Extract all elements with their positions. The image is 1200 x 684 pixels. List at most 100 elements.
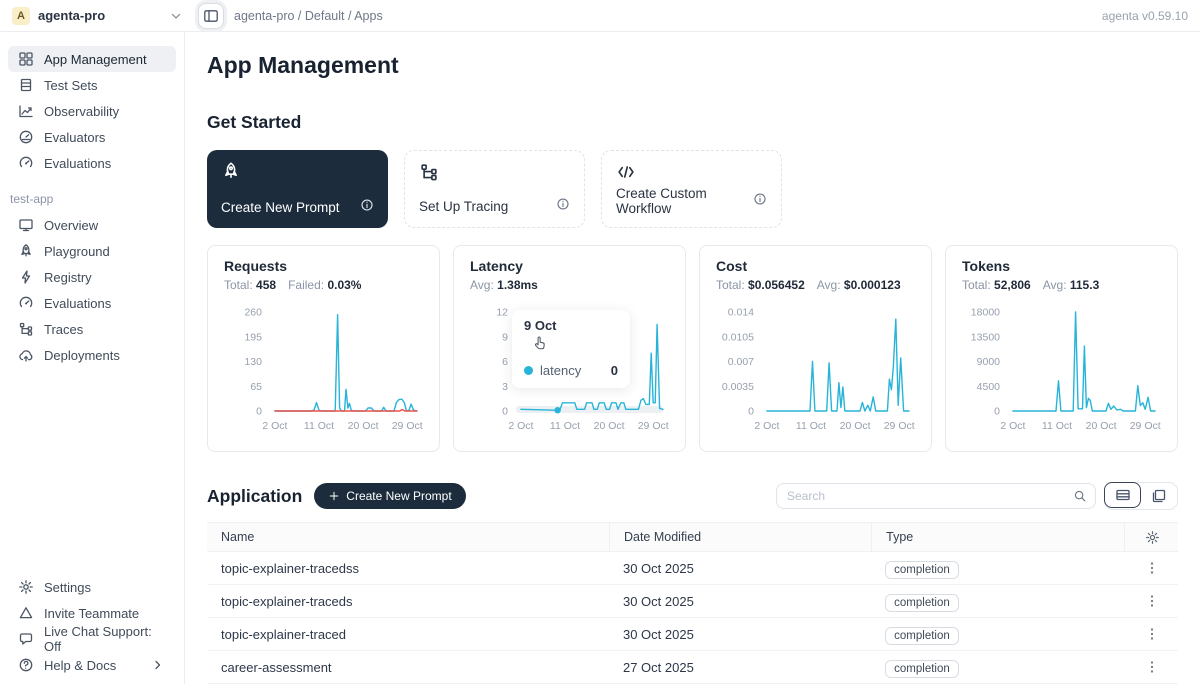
card-create-new-prompt[interactable]: Create New Prompt bbox=[207, 150, 388, 228]
row-menu-button[interactable] bbox=[1124, 626, 1178, 642]
chart-stats: Total: 458Failed: 0.03% bbox=[224, 278, 423, 292]
type-badge: completion bbox=[885, 561, 959, 579]
info-icon[interactable] bbox=[753, 192, 767, 211]
cost-chart-card: CostTotal: $0.056452Avg: $0.00012300.003… bbox=[699, 245, 932, 452]
svg-text:0.0105: 0.0105 bbox=[722, 331, 754, 343]
sidebar-item-label: Evaluations bbox=[44, 156, 111, 171]
page-title: App Management bbox=[207, 52, 1178, 79]
info-icon[interactable] bbox=[556, 197, 570, 216]
tooltip-value: 0 bbox=[611, 363, 618, 378]
sidebar-item-evaluators[interactable]: Evaluators bbox=[8, 124, 176, 150]
search-icon[interactable] bbox=[1073, 489, 1087, 503]
chart-stat: Total: $0.056452 bbox=[716, 278, 805, 292]
monitor-icon bbox=[18, 217, 34, 233]
table-row[interactable]: topic-explainer-tracedss30 Oct 2025 compl… bbox=[207, 552, 1178, 585]
date-modified-cell: 30 Oct 2025 bbox=[609, 594, 871, 609]
chart-stat: Avg: 115.3 bbox=[1043, 278, 1100, 292]
sidebar-item-traces[interactable]: Traces bbox=[8, 316, 176, 342]
sidebar-item-evaluations[interactable]: Evaluations bbox=[8, 150, 176, 176]
card-create-custom-workflow[interactable]: Create Custom Workflow bbox=[601, 150, 782, 228]
sidebar-item-label: App Management bbox=[44, 52, 147, 67]
type-cell: completion bbox=[871, 627, 1123, 642]
trend-icon bbox=[18, 103, 34, 119]
svg-text:29 Oct: 29 Oct bbox=[392, 420, 423, 432]
tokens-chart-plot[interactable]: 04500900013500180002 Oct11 Oct20 Oct29 O… bbox=[962, 302, 1161, 435]
top-bar: A agenta-pro agenta-pro / Default / Apps… bbox=[0, 0, 1200, 32]
svg-text:260: 260 bbox=[244, 307, 262, 319]
dots-v-icon bbox=[1144, 626, 1160, 642]
svg-text:20 Oct: 20 Oct bbox=[348, 420, 379, 432]
get-started-title: Get Started bbox=[207, 112, 1178, 133]
sidebar-item-test-sets[interactable]: Test Sets bbox=[8, 72, 176, 98]
row-menu-button[interactable] bbox=[1124, 659, 1178, 675]
chart-stat: Total: 52,806 bbox=[962, 278, 1031, 292]
sidebar-item-label: Registry bbox=[44, 270, 92, 285]
chart-title: Requests bbox=[224, 258, 423, 274]
svg-text:0.014: 0.014 bbox=[728, 307, 754, 319]
sidebar-item-invite-teammate[interactable]: Invite Teammate bbox=[8, 600, 176, 626]
svg-text:6: 6 bbox=[502, 356, 508, 368]
type-cell: completion bbox=[871, 660, 1123, 675]
sidebar-item-registry[interactable]: Registry bbox=[8, 264, 176, 290]
breadcrumb[interactable]: agenta-pro / Default / Apps bbox=[234, 9, 383, 23]
svg-text:130: 130 bbox=[244, 356, 262, 368]
column-header-name[interactable]: Name bbox=[207, 523, 609, 551]
svg-text:29 Oct: 29 Oct bbox=[884, 420, 915, 432]
requests-chart-plot[interactable]: 0651301952602 Oct11 Oct20 Oct29 Oct bbox=[224, 302, 423, 435]
date-modified-cell: 30 Oct 2025 bbox=[609, 561, 871, 576]
sidebar: App ManagementTest SetsObservabilityEval… bbox=[0, 32, 185, 684]
tree-icon bbox=[419, 162, 570, 182]
column-header-date-modified[interactable]: Date Modified bbox=[609, 523, 871, 551]
svg-text:2 Oct: 2 Oct bbox=[754, 420, 779, 432]
applications-table: NameDate ModifiedTypetopic-explainer-tra… bbox=[207, 522, 1178, 684]
table-row[interactable]: topic-explainer-traced30 Oct 2025complet… bbox=[207, 618, 1178, 651]
info-icon[interactable] bbox=[360, 198, 374, 217]
workspace-switcher[interactable]: A agenta-pro bbox=[12, 7, 184, 25]
sidebar-item-overview[interactable]: Overview bbox=[8, 212, 176, 238]
svg-text:0.0035: 0.0035 bbox=[722, 381, 754, 393]
table-settings-button[interactable] bbox=[1124, 523, 1178, 551]
table-icon bbox=[18, 77, 34, 93]
svg-text:11 Oct: 11 Oct bbox=[796, 420, 826, 432]
sidebar-item-label: Evaluations bbox=[44, 296, 111, 311]
type-badge: completion bbox=[885, 594, 959, 612]
sidebar-item-help-docs[interactable]: Help & Docs bbox=[8, 652, 176, 678]
main-content: App Management Get Started Create New Pr… bbox=[185, 32, 1200, 684]
cost-chart-plot[interactable]: 00.00350.0070.01050.0142 Oct11 Oct20 Oct… bbox=[716, 302, 915, 435]
row-menu-button[interactable] bbox=[1124, 593, 1178, 609]
svg-text:0.007: 0.007 bbox=[728, 356, 754, 368]
table-view-button[interactable] bbox=[1104, 482, 1141, 508]
row-menu-button[interactable] bbox=[1124, 560, 1178, 576]
sidebar-item-playground[interactable]: Playground bbox=[8, 238, 176, 264]
sidebar-item-label: Help & Docs bbox=[44, 658, 116, 673]
card-view-button[interactable] bbox=[1140, 483, 1177, 509]
table-row[interactable]: career-assessment27 Oct 2025completion bbox=[207, 651, 1178, 684]
app-name-cell: topic-explainer-tracedss bbox=[207, 561, 609, 576]
sidebar-item-settings[interactable]: Settings bbox=[8, 574, 176, 600]
tokens-chart-card: TokensTotal: 52,806Avg: 115.304500900013… bbox=[945, 245, 1178, 452]
dots-v-icon bbox=[1144, 659, 1160, 675]
sidebar-item-evaluations[interactable]: Evaluations bbox=[8, 290, 176, 316]
svg-text:12: 12 bbox=[496, 307, 508, 319]
create-new-prompt-button[interactable]: Create New Prompt bbox=[314, 483, 465, 509]
svg-text:20 Oct: 20 Oct bbox=[840, 420, 871, 432]
card-set-up-tracing[interactable]: Set Up Tracing bbox=[404, 150, 585, 228]
column-header-type[interactable]: Type bbox=[871, 523, 1123, 551]
latency-chart-card: LatencyAvg: 1.38ms0369122 Oct11 Oct20 Oc… bbox=[453, 245, 686, 452]
sidebar-item-observability[interactable]: Observability bbox=[8, 98, 176, 124]
card-label: Create New Prompt bbox=[221, 200, 340, 215]
table-row[interactable]: topic-explainer-traceds30 Oct 2025comple… bbox=[207, 585, 1178, 618]
sidebar-item-app-management[interactable]: App Management bbox=[8, 46, 176, 72]
sidebar-toggle-button[interactable] bbox=[198, 3, 224, 29]
gauge-icon bbox=[18, 129, 34, 145]
rocket-icon bbox=[18, 243, 34, 259]
svg-text:3: 3 bbox=[502, 381, 508, 393]
sidebar-item-live-chat-support-off[interactable]: Live Chat Support: Off bbox=[8, 626, 176, 652]
svg-text:11 Oct: 11 Oct bbox=[550, 420, 580, 432]
sidebar-item-label: Playground bbox=[44, 244, 110, 259]
sidebar-item-deployments[interactable]: Deployments bbox=[8, 342, 176, 368]
card-label: Set Up Tracing bbox=[419, 199, 508, 214]
search-input[interactable] bbox=[777, 489, 1073, 503]
table-header-row: NameDate ModifiedType bbox=[207, 522, 1178, 552]
svg-text:2 Oct: 2 Oct bbox=[262, 420, 287, 432]
